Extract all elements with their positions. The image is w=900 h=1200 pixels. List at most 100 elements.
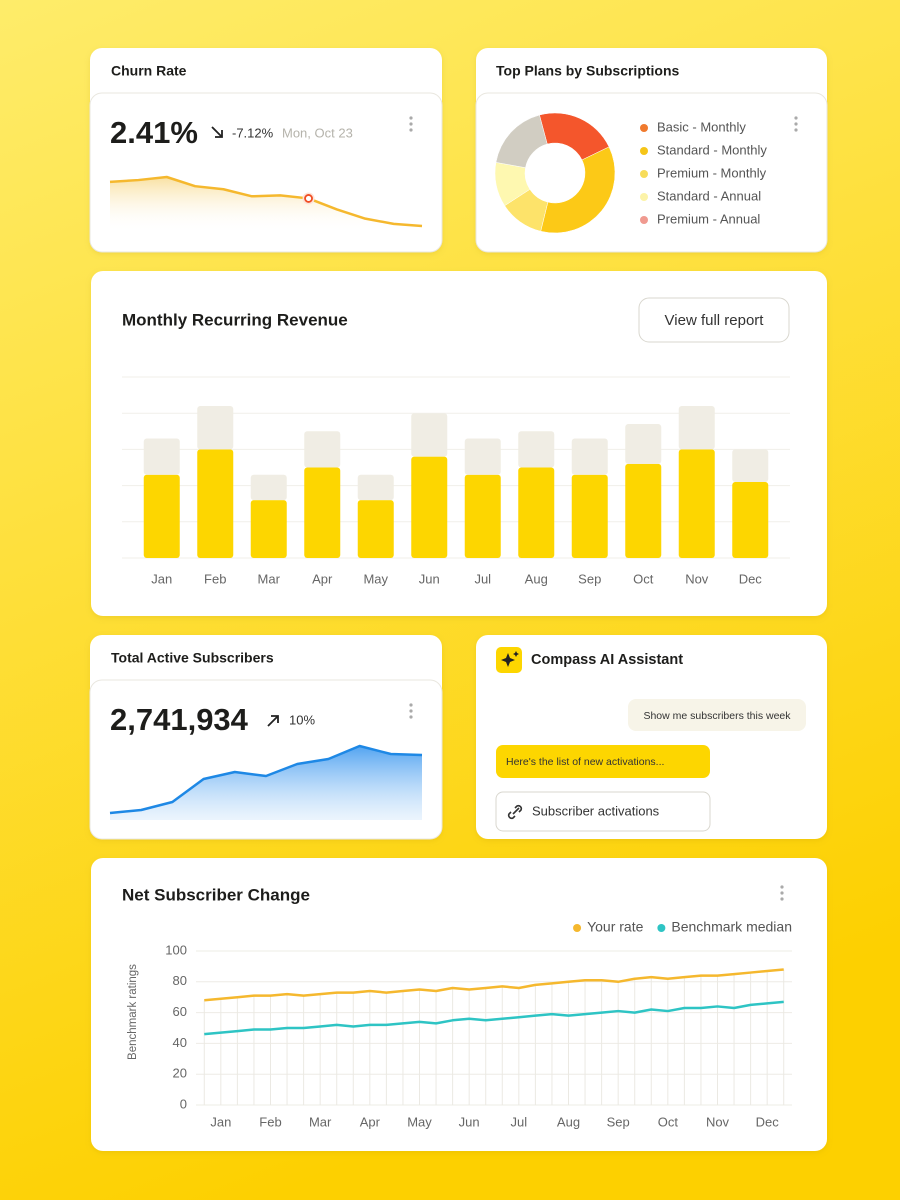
- x-tick-label: Aug: [525, 571, 548, 586]
- assistant-title: Compass AI Assistant: [531, 652, 683, 668]
- x-tick-label: Sep: [578, 571, 601, 586]
- bar-segment: [250, 500, 287, 558]
- x-tick-label: Jul: [511, 1114, 528, 1129]
- bar-segment: [518, 431, 555, 468]
- card-title: Churn Rate: [111, 63, 187, 79]
- x-tick-label: Mar: [309, 1114, 332, 1129]
- user-message: [628, 699, 806, 731]
- marker: [304, 194, 313, 203]
- legend-label: Premium - Annual: [657, 211, 760, 226]
- x-tick-label: Apr: [312, 571, 333, 586]
- bar-segment: [625, 424, 662, 464]
- legend-swatch: [640, 193, 648, 201]
- legend-swatch: [640, 170, 648, 178]
- bar-segment: [357, 500, 394, 558]
- legend-label: Standard - Monthly: [657, 142, 767, 157]
- bar-segment: [304, 467, 341, 558]
- arrow-down-icon: [211, 126, 223, 138]
- x-tick-label: Jun: [459, 1114, 480, 1129]
- bar-segment: [197, 449, 234, 558]
- x-tick-label: Mar: [258, 571, 281, 586]
- user-message-text: Show me subscribers this week: [643, 710, 791, 722]
- bar-segment: [143, 438, 180, 475]
- x-tick-label: Sep: [607, 1114, 630, 1129]
- bar-segment: [625, 463, 662, 558]
- x-tick-label: Jan: [151, 571, 172, 586]
- menu-icon[interactable]: [409, 703, 413, 719]
- bar-segment: [197, 405, 234, 450]
- menu-icon[interactable]: [780, 885, 784, 901]
- series-line: [204, 1000, 784, 1036]
- bar-segment: [464, 438, 501, 475]
- assistant-reply: [496, 745, 710, 778]
- report-button[interactable]: [638, 297, 790, 343]
- legend-label: Benchmark median: [671, 919, 792, 935]
- y-tick-label: 0: [180, 1096, 187, 1111]
- kpi-value: 2,741,934: [110, 702, 249, 737]
- bar-segment: [571, 438, 608, 475]
- x-tick-label: May: [407, 1114, 432, 1129]
- x-tick-label: Nov: [685, 571, 709, 586]
- bar-segment: [143, 474, 180, 558]
- sparkle-icon: [501, 651, 519, 667]
- donut-segment: [540, 146, 616, 234]
- y-tick-label: 40: [173, 1035, 187, 1050]
- arrow-up-icon: [267, 715, 279, 727]
- kpi-date: Mon, Oct 23: [282, 125, 353, 140]
- legend-swatch: [657, 924, 666, 932]
- x-tick-label: Oct: [658, 1114, 679, 1129]
- report-button-label[interactable]: View full report: [665, 312, 765, 329]
- series-line: [204, 968, 784, 1002]
- bar-segment: [411, 456, 448, 558]
- x-tick-label: May: [363, 571, 388, 586]
- donut-segment: [495, 114, 548, 168]
- bar-segment: [250, 474, 287, 501]
- bar-segment: [678, 449, 715, 558]
- bar-segment: [518, 467, 555, 558]
- menu-icon[interactable]: [794, 116, 798, 132]
- y-tick-label: 100: [165, 942, 187, 957]
- x-tick-label: Apr: [360, 1114, 381, 1129]
- link-icon: [507, 804, 523, 820]
- card-title: Top Plans by Subscriptions: [496, 63, 680, 79]
- bar-segment: [571, 474, 608, 558]
- link-button[interactable]: [495, 791, 711, 832]
- y-axis-label: Benchmark ratings: [127, 964, 139, 1060]
- x-tick-label: Nov: [706, 1114, 730, 1129]
- x-tick-label: Dec: [739, 571, 763, 586]
- area: [110, 746, 422, 820]
- link-button-label[interactable]: Subscriber activations: [532, 803, 660, 818]
- x-tick-label: Jun: [419, 571, 440, 586]
- legend-label: Basic - Monthly: [657, 119, 746, 134]
- x-tick-label: Jul: [474, 571, 491, 586]
- assistant-reply-text: Here's the list of new activations...: [506, 756, 664, 768]
- legend-swatch: [573, 924, 582, 932]
- legend-swatch: [640, 124, 648, 132]
- line: [109, 175, 423, 228]
- kpi-change: -7.12%: [232, 125, 274, 140]
- menu-icon[interactable]: [409, 116, 413, 132]
- legend-swatch: [640, 147, 648, 155]
- bar-segment: [357, 474, 394, 501]
- x-tick-label: Jan: [210, 1114, 231, 1129]
- card-title: Net Subscriber Change: [122, 885, 310, 904]
- legend-label: Standard - Annual: [657, 188, 761, 203]
- y-tick-label: 60: [173, 1004, 187, 1019]
- x-tick-label: Oct: [633, 571, 654, 586]
- y-tick-label: 80: [173, 973, 187, 988]
- bar-segment: [732, 481, 769, 558]
- x-tick-label: Feb: [259, 1114, 281, 1129]
- card-title: Total Active Subscribers: [111, 650, 274, 666]
- bar-segment: [411, 413, 448, 457]
- kpi-value: 2.41%: [110, 115, 198, 150]
- kpi-change: 10%: [289, 712, 315, 727]
- card: [91, 858, 827, 1151]
- bar-segment: [464, 474, 501, 558]
- legend-label: Premium - Monthly: [657, 165, 767, 180]
- x-tick-label: Dec: [756, 1114, 780, 1129]
- legend-swatch: [640, 216, 648, 224]
- bar-segment: [304, 431, 341, 468]
- bar-segment: [678, 405, 715, 450]
